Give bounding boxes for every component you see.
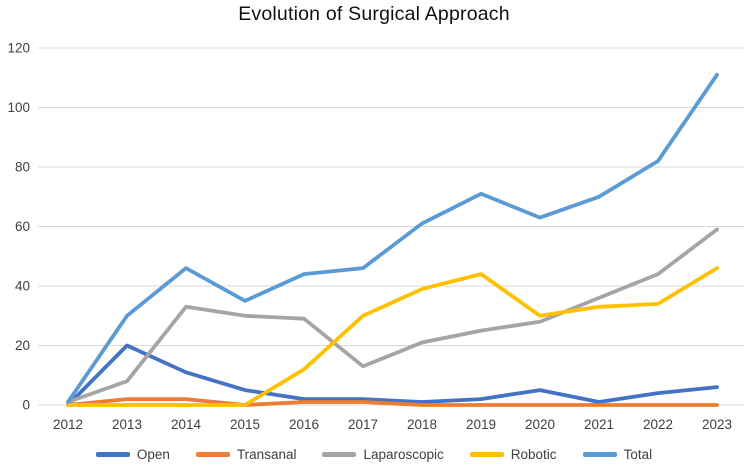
legend-item-open: Open (95, 447, 170, 462)
x-axis-tick-label: 2023 (702, 417, 732, 432)
legend-label-total: Total (623, 447, 653, 462)
series-line-transanal (66, 397, 719, 407)
series-line-laparoscopic (66, 227, 719, 404)
x-axis-tick-label: 2014 (171, 417, 202, 432)
legend-label-open: Open (136, 447, 170, 462)
series-line-open (66, 343, 719, 407)
x-axis-tick-label: 2020 (525, 417, 555, 432)
legend-swatch-transanal (195, 452, 230, 457)
legend-item-laparoscopic: Laparoscopic (322, 447, 444, 462)
x-axis-tick-label: 2017 (348, 417, 378, 432)
legend-label-transanal: Transanal (236, 447, 297, 462)
legend-swatch-laparoscopic (322, 452, 357, 457)
series-line-robotic (66, 266, 719, 407)
legend-swatch-total (582, 452, 617, 457)
y-axis-tick-label: 40 (15, 279, 30, 294)
plot-area: 0 20 40 60 80 100 120 2012 2013 2014 2015 2016 2017 2… (7, 41, 744, 432)
legend: Open Transanal Laparoscopic Robotic Total (0, 447, 748, 462)
x-axis-tick-label: 2015 (230, 417, 260, 432)
legend-swatch-robotic (469, 452, 504, 457)
y-axis-tick-label: 80 (15, 160, 30, 175)
legend-item-transanal: Transanal (195, 447, 297, 462)
legend-item-total: Total (582, 447, 653, 462)
x-axis-tick-label: 2012 (53, 417, 83, 432)
y-axis-tick-label: 0 (22, 398, 30, 413)
x-axis-tick-label: 2016 (289, 417, 319, 432)
x-axis-tick-label: 2013 (112, 417, 142, 432)
y-axis-tick-label: 60 (15, 219, 30, 234)
chart-title: Evolution of Surgical Approach (238, 3, 510, 25)
x-axis-tick-label: 2022 (643, 417, 673, 432)
y-axis-tick-label: 20 (15, 338, 30, 353)
y-axis-tick-label: 100 (7, 100, 30, 115)
series-line-total (66, 72, 719, 404)
legend-label-robotic: Robotic (510, 447, 557, 462)
legend-swatch-open (95, 452, 130, 457)
x-axis-tick-label: 2021 (584, 417, 614, 432)
legend-item-robotic: Robotic (469, 447, 557, 462)
y-axis-tick-label: 120 (7, 41, 30, 56)
x-axis-tick-label: 2018 (407, 417, 437, 432)
x-axis-tick-label: 2019 (466, 417, 496, 432)
legend-label-laparoscopic: Laparoscopic (363, 447, 444, 462)
